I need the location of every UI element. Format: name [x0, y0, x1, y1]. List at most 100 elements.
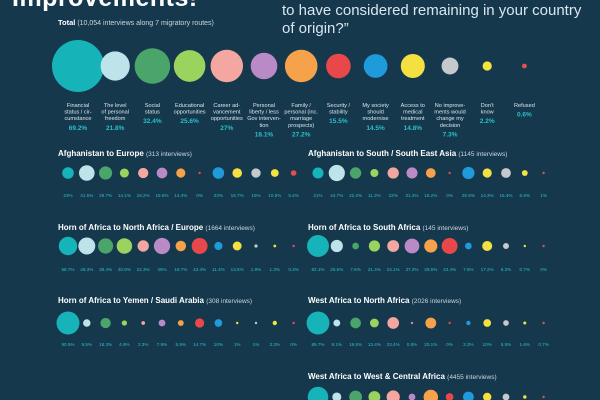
route-1-value-label-9: 23% — [214, 193, 223, 198]
route-1-bubble-10 — [232, 168, 242, 178]
route-1-value-label-13: 5.4% — [288, 193, 298, 198]
route-2-value-label-4: 11.2% — [368, 193, 381, 198]
total-value-label-7: 27.2% — [292, 131, 311, 138]
route-6-bubble-2 — [333, 319, 341, 327]
route-5-value-label-1: 90.5% — [61, 342, 74, 347]
total-category-label-9-line-1: My society — [362, 103, 389, 109]
route-4-value-label-7: 29.5% — [424, 267, 437, 272]
route-3-bubble-5 — [137, 240, 149, 252]
route-3-bubble-4 — [116, 238, 133, 254]
route-4-value-label-1: 82.1% — [311, 267, 324, 272]
route-chart-title-5: Horn of Africa to Yemen / Saudi Arabia (… — [58, 296, 252, 305]
route-3-bubble-6 — [153, 237, 171, 255]
route-1-bubble-5 — [138, 167, 149, 179]
route-1-value-label-6: 19.5% — [155, 193, 168, 198]
route-7-bubble-3 — [349, 390, 362, 400]
total-bubble-4 — [173, 50, 206, 82]
route-3-value-label-7: 18.7% — [174, 267, 187, 272]
route-2-bubble-4 — [370, 168, 379, 178]
route-4-value-label-3: 7.6% — [350, 267, 360, 272]
route-6-bubble-10 — [483, 319, 492, 327]
route-1-bubble-9 — [212, 167, 225, 179]
route-3-value-label-1: 58.7% — [61, 267, 74, 272]
route-1-value-label-8: 0% — [196, 193, 203, 198]
total-category-label-11-line-3: change my — [436, 116, 464, 122]
route-7-bubble-13 — [542, 395, 545, 399]
total-bubble-12 — [482, 61, 492, 71]
total-value-label-2: 21.8% — [106, 125, 125, 132]
total-bubble-3 — [134, 48, 171, 84]
route-chart-title-2: Afghanistan to South / South East Asia (… — [308, 149, 507, 158]
total-category-label-5-line-3: opportunities — [211, 116, 243, 122]
route-chart-title-4: Horn of Africa to South Africa (145 inte… — [308, 223, 468, 232]
total-value-label-12: 2.2% — [480, 118, 495, 125]
route-5-value-label-2: 9.5% — [82, 342, 92, 347]
total-category-label-2-line-2: of personal — [101, 110, 129, 116]
total-bubble-2 — [100, 51, 130, 81]
route-5-bubble-4 — [121, 320, 128, 326]
route-3-bubble-13 — [292, 244, 295, 248]
route-1-bubble-11 — [251, 168, 261, 178]
route-3-bubble-2 — [78, 237, 96, 255]
route-5-bubble-8 — [194, 318, 205, 328]
route-2-value-label-12: 5.9% — [520, 193, 530, 198]
route-chart-title-1: Afghanistan to Europe (313 interviews) — [58, 149, 192, 158]
route-5-bubble-11 — [254, 321, 258, 325]
total-bubble-9 — [363, 54, 388, 78]
route-6-value-label-8: 0% — [446, 342, 453, 347]
route-6-value-label-10: 10% — [483, 342, 492, 347]
route-4-value-label-6: 37.2% — [405, 267, 418, 272]
page-title: Improvements! — [12, 0, 198, 13]
total-category-label-7-line-1: Family / — [291, 103, 311, 109]
route-3-bubble-9 — [214, 241, 223, 251]
total-value-label-8: 15.5% — [329, 118, 348, 125]
route-2-value-label-11: 16.4% — [499, 193, 512, 198]
route-3-value-label-11: 1.9% — [251, 267, 261, 272]
route-1-value-label-3: 29.7% — [99, 193, 112, 198]
total-category-label-7-line-4: prospects) — [288, 123, 314, 129]
route-6-bubble-5 — [387, 317, 400, 329]
total-category-label-4-line-2: opportunities — [174, 110, 206, 116]
route-7-bubble-12 — [523, 395, 527, 399]
route-6-value-label-7: 20.1% — [424, 342, 437, 347]
total-category-label-2-line-3: freedom — [105, 116, 126, 122]
route-3-value-label-2: 49.3% — [80, 267, 93, 272]
total-label: Total — [58, 18, 76, 27]
route-2-value-label-6: 21.2% — [405, 193, 418, 198]
total-category-label-11-line-4: decision — [440, 123, 461, 129]
route-chart-title-7: West Africa to West & Central Africa (44… — [308, 372, 497, 381]
route-4-value-label-11: 6.2% — [501, 267, 511, 272]
survey-question: to have considered remaining in your cou… — [282, 2, 582, 37]
total-bubble-7 — [284, 49, 318, 83]
route-1-bubble-13 — [290, 170, 297, 176]
total-bubble-5 — [210, 49, 244, 83]
route-4-value-label-2: 25.5% — [330, 267, 343, 272]
route-4-value-label-8: 43.4% — [443, 267, 456, 272]
total-value-label-10: 14.8% — [404, 125, 423, 132]
route-7-bubble-8 — [445, 393, 454, 400]
route-5-bubble-1 — [56, 311, 80, 335]
route-6-value-label-12: 1.6% — [520, 342, 530, 347]
route-7-bubble-7 — [423, 389, 439, 400]
total-subtitle: (10,054 interviews along 7 migratory rou… — [77, 20, 214, 27]
route-4-bubble-1 — [307, 235, 329, 257]
total-category-label-6-line-3: Gov interven- — [247, 116, 281, 122]
route-1-value-label-1: 23% — [63, 193, 72, 198]
route-3-value-label-13: 0.3% — [288, 267, 298, 272]
route-5-value-label-8: 14.7% — [193, 342, 206, 347]
route-4-bubble-12 — [523, 244, 526, 248]
route-2-value-label-9: 25.6% — [462, 193, 475, 198]
route-1-value-label-11: 15% — [251, 193, 260, 198]
total-category-label-2-line-1: The level — [104, 103, 127, 109]
route-5-value-label-6: 7.9% — [157, 342, 167, 347]
route-4-value-label-4: 21.4% — [368, 267, 381, 272]
route-1-bubble-3 — [99, 166, 113, 180]
route-1-bubble-7 — [176, 168, 186, 178]
route-4-bubble-7 — [424, 239, 438, 253]
total-category-label-13-line-1: Refused — [514, 103, 535, 109]
route-6-bubble-6 — [410, 321, 414, 325]
route-chart-title-6: West Africa to North Africa (2026 interv… — [308, 296, 461, 305]
route-2-bubble-6 — [406, 167, 418, 179]
route-6-value-label-13: 0.7% — [538, 342, 548, 347]
total-category-label-9-line-2: should — [367, 110, 383, 116]
